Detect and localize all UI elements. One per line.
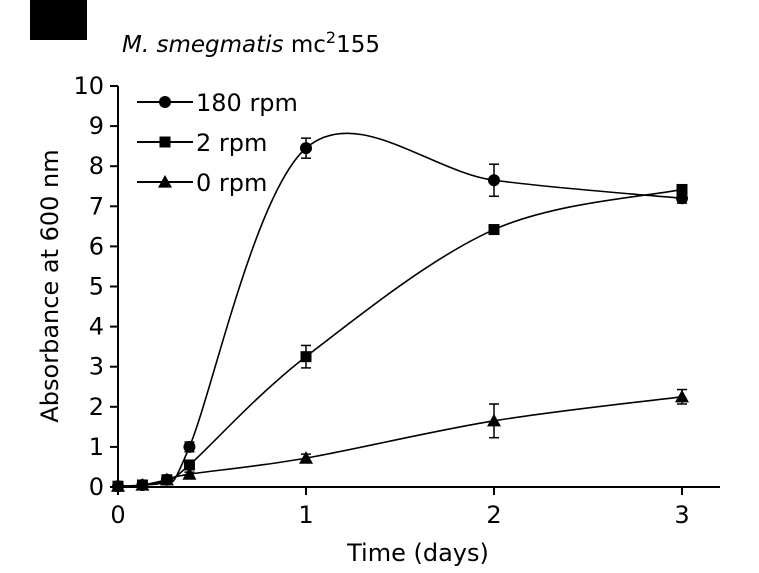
x-tick-label: 0 bbox=[110, 501, 125, 529]
y-tick-label: 6 bbox=[89, 232, 104, 260]
legend-label: 180 rpm bbox=[196, 89, 298, 117]
legend-marker bbox=[159, 136, 171, 148]
data-point bbox=[488, 174, 500, 187]
legend-marker bbox=[158, 175, 172, 188]
y-tick-label: 1 bbox=[89, 433, 104, 461]
x-tick-label: 1 bbox=[298, 501, 313, 529]
y-tick-label: 10 bbox=[73, 72, 104, 100]
data-point bbox=[299, 451, 313, 464]
data-point bbox=[676, 192, 688, 205]
axes: 0 1 2 3 4 5 6 7 8 9 10 0 1 2 3 bbox=[73, 72, 720, 529]
data-point bbox=[300, 142, 312, 155]
data-point bbox=[675, 389, 689, 403]
legend-label: 2 rpm bbox=[196, 129, 267, 157]
y-tick-label: 4 bbox=[89, 313, 104, 341]
data-point bbox=[159, 472, 174, 486]
series-square bbox=[112, 183, 688, 492]
data-point bbox=[183, 459, 195, 471]
y-axis-title: Absorbance at 600 nm bbox=[36, 149, 64, 422]
x-tick-label: 2 bbox=[486, 501, 501, 529]
y-tick-label: 9 bbox=[89, 112, 104, 140]
y-tick-label: 5 bbox=[89, 273, 104, 301]
y-tick-label: 0 bbox=[89, 473, 104, 501]
series-line bbox=[117, 188, 683, 487]
chart-title: M. smegmatis mc2155 bbox=[122, 28, 380, 58]
y-tick-label: 2 bbox=[89, 393, 104, 421]
y-tick-label: 3 bbox=[89, 353, 104, 381]
legend: 180 rpm 2 rpm 0 rpm bbox=[137, 89, 298, 197]
data-point bbox=[183, 440, 196, 453]
series-line bbox=[117, 132, 683, 487]
data-point bbox=[111, 479, 125, 492]
y-tick-label: 7 bbox=[89, 192, 104, 220]
y-tick-label: 8 bbox=[89, 152, 104, 180]
data-point bbox=[487, 413, 501, 427]
x-axis-title: Time (days) bbox=[346, 539, 489, 567]
data-point bbox=[182, 467, 197, 480]
data-point bbox=[135, 477, 150, 491]
panel-label-box bbox=[30, 0, 87, 40]
data-point bbox=[488, 224, 500, 236]
legend-label: 0 rpm bbox=[196, 169, 267, 197]
legend-marker bbox=[159, 96, 171, 108]
series-triangle bbox=[111, 388, 689, 492]
series-line bbox=[117, 395, 683, 487]
x-tick-label: 3 bbox=[674, 501, 689, 529]
data-point bbox=[300, 351, 312, 363]
series-layer bbox=[111, 132, 689, 493]
data-point bbox=[676, 183, 688, 195]
